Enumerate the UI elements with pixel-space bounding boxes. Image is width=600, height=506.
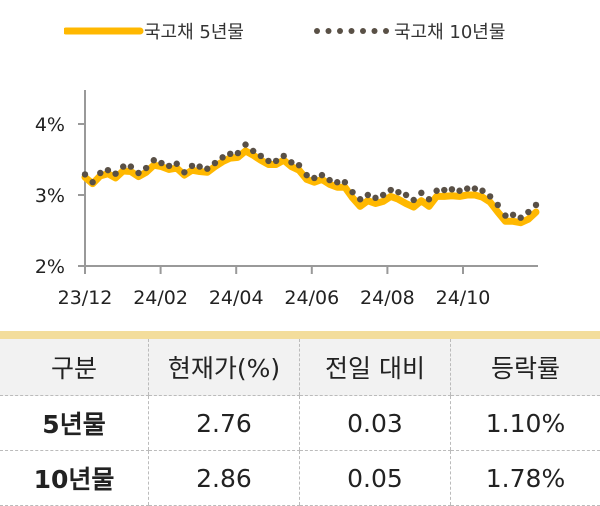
header-cell: 구분: [0, 339, 149, 396]
cell: 0.03: [300, 396, 451, 451]
series-10yr-point: [349, 189, 355, 195]
series-10yr-point: [303, 172, 309, 178]
series-10yr-point: [319, 172, 325, 178]
series-10yr-point: [242, 141, 248, 147]
series-10yr-point: [189, 163, 195, 169]
series-10yr-point: [89, 179, 95, 185]
series-10yr-point: [128, 163, 134, 169]
series-10yr-point: [388, 187, 394, 193]
series-10yr-point: [464, 185, 470, 191]
y-tick-label: 4%: [35, 114, 65, 136]
x-tick-label: 23/12: [58, 287, 113, 309]
line-chart: 2% 3% 4% 23/12 24/02 24/04 24/06 24/08 24/10: [0, 0, 600, 320]
series-10yr-point: [204, 166, 210, 172]
series-10yr-point: [135, 170, 141, 176]
series-10yr-point: [82, 171, 88, 177]
series-10yr-point: [472, 185, 478, 191]
series-10yr-point: [112, 171, 118, 177]
x-tick-label: 24/02: [133, 287, 188, 309]
x-tick-label: 24/06: [284, 287, 339, 309]
series-10yr-point: [326, 177, 332, 183]
series-10yr-point: [158, 160, 164, 166]
series-10yr-point: [174, 161, 180, 167]
series-10yr-point: [258, 153, 264, 159]
series-10yr-point: [449, 186, 455, 192]
table-top-bar: [0, 331, 600, 339]
table-row: 10년물 2.86 0.05 1.78%: [0, 451, 600, 506]
y-tick-label: 2%: [35, 256, 65, 278]
header-cell: 현재가(%): [149, 339, 300, 396]
series-10yr-point: [265, 158, 271, 164]
header-cell: 등락률: [451, 339, 600, 396]
series-10yr-point: [250, 148, 256, 154]
series-10yr-point: [227, 151, 233, 157]
x-tick-label: 24/04: [209, 287, 264, 309]
cell: 2.76: [149, 396, 300, 451]
series-10yr-point: [105, 167, 111, 173]
series-10yr-point: [433, 188, 439, 194]
series-10yr-point: [296, 162, 302, 168]
series-10yr-point: [525, 209, 531, 215]
series-10yr-point: [196, 163, 202, 169]
series-10yr-point: [273, 158, 279, 164]
series-10yr-point: [151, 157, 157, 163]
series-10yr-point: [510, 212, 516, 218]
series-10yr-point: [181, 169, 187, 175]
series-10yr-point: [456, 188, 462, 194]
series-10yr-point: [288, 159, 294, 165]
series-10yr-point: [426, 196, 432, 202]
series-10yr-point: [120, 163, 126, 169]
series-10yr-point: [143, 165, 149, 171]
series-10yr-point: [311, 175, 317, 181]
series-10yr-point: [365, 192, 371, 198]
yield-table: 구분 현재가(%) 전일 대비 등락률 5년물 2.76 0.03 1.10% …: [0, 339, 600, 506]
series-10yr-point: [495, 202, 501, 208]
series-10yr-point: [403, 192, 409, 198]
series-10yr-point: [334, 179, 340, 185]
series-10yr-point: [441, 187, 447, 193]
row-label: 10년물: [0, 451, 149, 506]
series-10yr-point: [372, 195, 378, 201]
series-10yr-point: [219, 154, 225, 160]
series-10yr-point: [97, 170, 103, 176]
series-10yr-point: [212, 160, 218, 166]
series-10yr-point: [281, 153, 287, 159]
series-10yr-point: [380, 192, 386, 198]
table-header-row: 구분 현재가(%) 전일 대비 등락률: [0, 339, 600, 396]
series-10yr-point: [487, 193, 493, 199]
cell: 1.78%: [451, 451, 600, 506]
header-cell: 전일 대비: [300, 339, 451, 396]
x-tick-label: 24/10: [436, 287, 491, 309]
series-10yr-point: [479, 188, 485, 194]
series-10yr-point: [518, 215, 524, 221]
cell: 1.10%: [451, 396, 600, 451]
series-10yr-point: [342, 179, 348, 185]
series-10yr-point: [395, 189, 401, 195]
series-10yr-point: [410, 197, 416, 203]
cell: 0.05: [300, 451, 451, 506]
table-row: 5년물 2.76 0.03 1.10%: [0, 396, 600, 451]
series-10yr-point: [166, 163, 172, 169]
series-10yr-point: [235, 150, 241, 156]
x-tick-label: 24/08: [360, 287, 415, 309]
cell: 2.86: [149, 451, 300, 506]
series-10yr-point: [357, 196, 363, 202]
series-10yr-point: [502, 212, 508, 218]
series-10yr-point: [418, 190, 424, 196]
y-tick-label: 3%: [35, 185, 65, 207]
series-10yr-point: [533, 202, 539, 208]
row-label: 5년물: [0, 396, 149, 451]
